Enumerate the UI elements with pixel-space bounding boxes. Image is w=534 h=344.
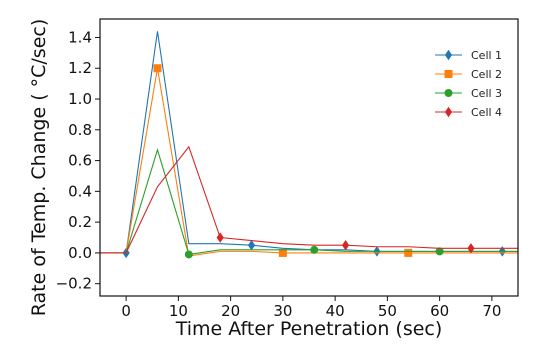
legend-item: Cell 2 bbox=[435, 68, 502, 81]
data-point bbox=[404, 248, 413, 257]
series-line bbox=[100, 147, 518, 256]
legend-item: Cell 3 bbox=[435, 87, 502, 100]
y-tick-label: −0.2 bbox=[56, 275, 92, 293]
legend-marker bbox=[444, 89, 453, 97]
legend-label: Cell 4 bbox=[471, 106, 502, 119]
y-axis-label: Rate of Temp. Change ( °C/sec) bbox=[28, 19, 50, 317]
legend-item: Cell 1 bbox=[435, 49, 502, 62]
x-tick-label: 40 bbox=[326, 302, 345, 320]
legend-label: Cell 3 bbox=[471, 87, 502, 100]
x-tick-label: 30 bbox=[273, 302, 292, 320]
data-point bbox=[153, 64, 162, 73]
series-4 bbox=[100, 145, 518, 254]
data-point bbox=[310, 245, 319, 254]
y-tick-label: 0.4 bbox=[68, 182, 92, 200]
series-line bbox=[100, 31, 518, 254]
series-1 bbox=[100, 31, 518, 259]
x-tick-label: 70 bbox=[482, 302, 501, 320]
data-point bbox=[467, 243, 475, 254]
y-tick-label: 0.6 bbox=[68, 152, 92, 170]
data-point bbox=[341, 240, 350, 251]
data-point bbox=[184, 250, 193, 259]
x-axis-label: Time After Penetration (sec) bbox=[175, 318, 443, 340]
y-tick-label: 0.8 bbox=[68, 121, 92, 139]
series-line bbox=[100, 68, 518, 257]
series-3 bbox=[100, 147, 518, 259]
y-tick-label: 0.0 bbox=[68, 244, 92, 262]
x-tick-label: 20 bbox=[221, 302, 240, 320]
data-point bbox=[247, 240, 256, 251]
legend-label: Cell 1 bbox=[471, 49, 502, 62]
legend: Cell 1 Cell 2 Cell 3 Cell 4 bbox=[435, 49, 502, 119]
y-tick-label: 1.0 bbox=[68, 90, 92, 108]
x-tick-label: 50 bbox=[378, 302, 397, 320]
data-point bbox=[278, 248, 287, 257]
y-tick-label: 0.2 bbox=[68, 213, 92, 231]
legend-label: Cell 2 bbox=[471, 68, 502, 81]
data-point bbox=[435, 247, 444, 256]
legend-item: Cell 4 bbox=[435, 106, 502, 119]
plot-area bbox=[100, 31, 518, 259]
x-axis-ticks: 0 10 20 30 40 50 60 70 bbox=[121, 296, 501, 320]
plot-frame bbox=[99, 18, 519, 297]
series-line bbox=[100, 145, 518, 254]
y-axis-ticks: −0.2 0.0 0.2 0.4 0.6 0.8 1.0 1.2 1.4 bbox=[56, 28, 100, 293]
legend-marker bbox=[444, 70, 453, 78]
x-tick-label: 60 bbox=[430, 302, 449, 320]
x-tick-label: 10 bbox=[169, 302, 188, 320]
legend-marker bbox=[444, 49, 453, 61]
x-tick-label: 0 bbox=[121, 302, 131, 320]
y-tick-label: 1.2 bbox=[68, 59, 92, 77]
legend-marker bbox=[444, 106, 453, 118]
y-tick-label: 1.4 bbox=[68, 28, 92, 46]
data-point bbox=[216, 232, 224, 243]
